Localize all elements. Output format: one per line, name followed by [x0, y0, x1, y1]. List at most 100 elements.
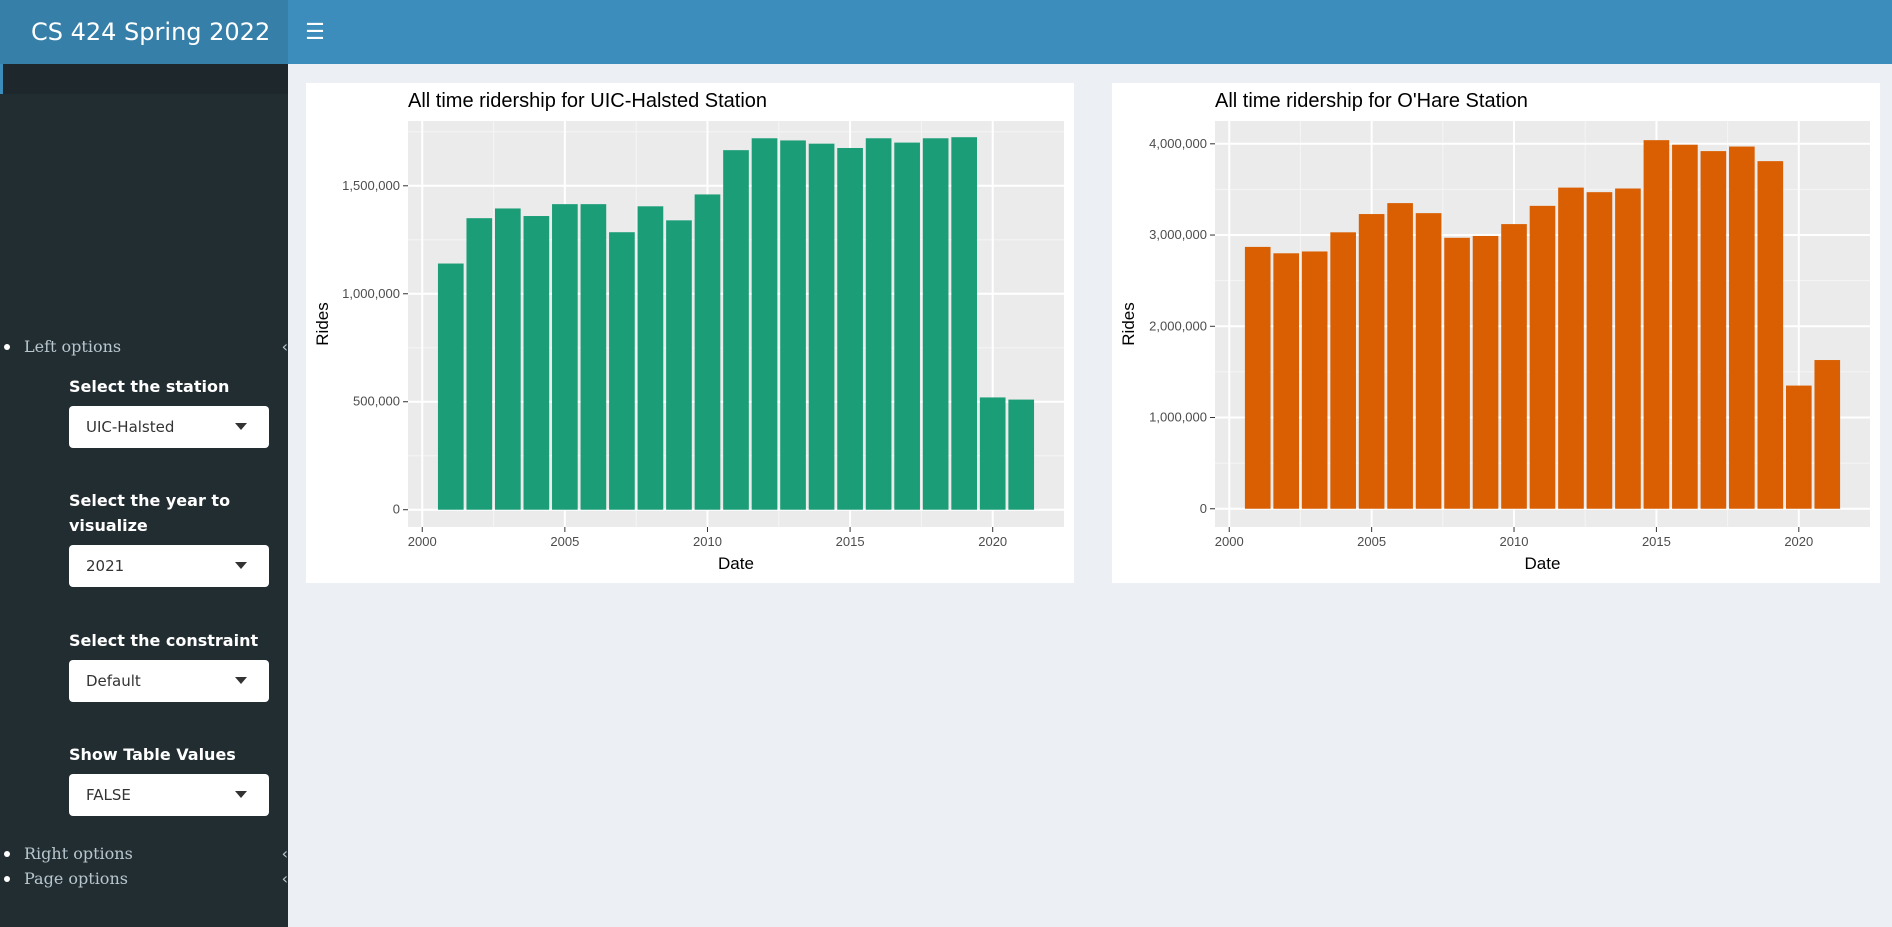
chart-title: All time ridership for O'Hare Station — [1215, 90, 1528, 112]
x-tick-label: 2005 — [550, 534, 579, 549]
ridership-chart-ohare: 0 1,000,000 2,000,000 3,000,000 4,000,000 200… — [1119, 90, 1870, 573]
bar — [1387, 203, 1413, 509]
bar — [951, 137, 978, 510]
chevron-left-icon[interactable]: ‹ — [281, 337, 288, 356]
hamburger-icon[interactable]: ☰ — [305, 19, 325, 44]
y-tick-label: 2,000,000 — [1149, 318, 1207, 333]
bar — [694, 194, 721, 510]
bar — [523, 216, 550, 510]
bar — [1785, 385, 1812, 509]
y-axis-label: Rides — [1119, 302, 1138, 345]
x-tick-label: 2020 — [1784, 534, 1813, 549]
bar — [808, 143, 835, 510]
y-tick-label: 4,000,000 — [1149, 136, 1207, 151]
x-tick-label: 2020 — [978, 534, 1007, 549]
bar — [723, 150, 749, 510]
ridership-chart-uic-halsted: 0 500,000 1,000,000 1,500,000 2000 2005 2010 20… — [313, 90, 1064, 573]
year-select[interactable]: 2021 — [69, 545, 269, 587]
sidebar-item-label: Right options — [24, 844, 133, 863]
caret-down-icon — [235, 791, 247, 798]
bar — [1244, 246, 1271, 509]
bar — [865, 138, 892, 510]
bar — [666, 220, 692, 510]
bar — [922, 138, 949, 510]
bar — [837, 147, 863, 510]
bar — [1814, 360, 1841, 509]
bar — [437, 263, 464, 510]
chart-panel-ohare: 0 1,000,000 2,000,000 3,000,000 4,000,000 200… — [1112, 83, 1880, 583]
sidebar-item-right-options[interactable]: Right options ‹ — [0, 843, 288, 867]
x-tick-label: 2010 — [1500, 534, 1529, 549]
bar — [1330, 232, 1356, 509]
station-select[interactable]: UIC-Halsted — [69, 406, 269, 448]
bar — [494, 208, 521, 510]
sidebar-item-label: Page options — [24, 869, 128, 888]
year-select-value: 2021 — [86, 557, 125, 575]
app-title: CS 424 Spring 2022 — [0, 0, 288, 64]
station-select-value: UIC-Halsted — [86, 418, 175, 436]
bar — [1501, 224, 1527, 509]
constraint-select-value: Default — [86, 672, 141, 690]
bar — [637, 206, 664, 510]
x-tick-label: 2010 — [693, 534, 722, 549]
bar — [1757, 161, 1784, 509]
table-values-select-value: FALSE — [86, 786, 131, 804]
bar — [1700, 151, 1727, 509]
bar — [1615, 188, 1641, 509]
sidebar: Left options ‹ Select the station name U… — [0, 64, 288, 927]
bar — [466, 218, 493, 510]
bar — [1008, 399, 1035, 510]
bar — [1643, 140, 1670, 509]
bar — [1672, 144, 1698, 509]
caret-down-icon — [235, 677, 247, 684]
y-tick-label: 1,000,000 — [1149, 410, 1207, 425]
bar — [1729, 146, 1755, 509]
x-tick-label: 2000 — [408, 534, 437, 549]
bar — [1444, 237, 1470, 509]
table-values-select-label: Show Table Values — [69, 745, 236, 764]
bar — [751, 138, 778, 510]
table-values-select[interactable]: FALSE — [69, 774, 269, 816]
bar — [1358, 214, 1385, 509]
bullet-icon — [4, 876, 10, 882]
x-tick-label: 2015 — [836, 534, 865, 549]
sidebar-item-left-options[interactable]: Left options ‹ — [0, 336, 288, 360]
year-select-label: Select the year to visualize — [69, 491, 231, 535]
y-tick-label: 3,000,000 — [1149, 227, 1207, 242]
bar — [894, 142, 920, 510]
bar — [780, 140, 806, 510]
caret-down-icon — [235, 562, 247, 569]
x-axis-label: Date — [1525, 554, 1561, 573]
bar — [1301, 251, 1328, 509]
constraint-select-label: Select the constraint — [69, 631, 259, 650]
y-tick-label: 1,000,000 — [342, 286, 400, 301]
chart-title: All time ridership for UIC-Halsted Stati… — [408, 90, 767, 112]
bar — [609, 232, 635, 510]
chevron-left-icon[interactable]: ‹ — [281, 844, 288, 863]
y-axis-label: Rides — [313, 302, 332, 345]
bar — [1273, 253, 1300, 509]
bar — [1472, 235, 1499, 509]
y-tick-label: 0 — [393, 502, 400, 517]
bar — [552, 204, 578, 510]
constraint-select[interactable]: Default — [69, 660, 269, 702]
bar — [1415, 213, 1442, 509]
caret-down-icon — [235, 423, 247, 430]
sidebar-item-label: Left options — [24, 337, 122, 356]
bar — [979, 397, 1006, 510]
bullet-icon — [4, 851, 10, 857]
top-header: CS 424 Spring 2022 ☰ — [0, 0, 1892, 64]
x-tick-label: 2015 — [1642, 534, 1671, 549]
chevron-left-icon[interactable]: ‹ — [281, 869, 288, 888]
chart-panel-uic-halsted: 0 500,000 1,000,000 1,500,000 2000 2005 2010 20… — [306, 83, 1074, 583]
x-tick-label: 2005 — [1357, 534, 1386, 549]
y-tick-label: 0 — [1200, 501, 1207, 516]
y-tick-label: 500,000 — [353, 394, 400, 409]
sidebar-item-page-options[interactable]: Page options ‹ — [0, 868, 288, 892]
x-axis-label: Date — [718, 554, 754, 573]
bar — [1586, 192, 1613, 509]
y-tick-label: 1,500,000 — [342, 178, 400, 193]
x-tick-label: 2000 — [1215, 534, 1244, 549]
sidebar-active-item[interactable] — [0, 64, 288, 94]
bullet-icon — [4, 344, 10, 350]
